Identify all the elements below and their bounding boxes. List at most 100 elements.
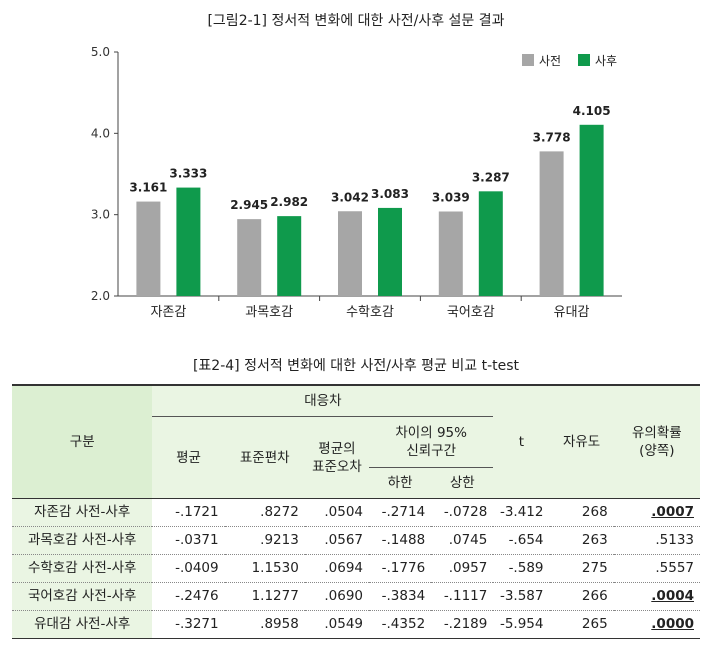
cell-se: .0690 <box>304 582 369 611</box>
header-t: t <box>493 384 550 499</box>
significant-p: .0004 <box>651 588 694 604</box>
bar-pre <box>539 151 564 296</box>
cell-lower: -.4352 <box>369 610 432 639</box>
row-label: 자존감 사전-사후 <box>12 498 153 527</box>
header-se-line1: 평균의 <box>318 440 356 457</box>
bar-post <box>176 187 201 296</box>
header-paired-diff: 대응차 <box>152 384 494 417</box>
data-label: 3.042 <box>331 190 369 204</box>
header-se-line2: 표준오차 <box>312 458 362 475</box>
data-label: 3.039 <box>432 190 470 204</box>
cell-sd: .8272 <box>224 498 305 527</box>
table-row: 수학호감 사전-사후 -.0409 1.1530 .0694 -.1776 .0… <box>12 554 700 583</box>
header-sig: 유의확률 (양쪽) <box>613 384 700 499</box>
legend-label: 사후 <box>595 54 617 68</box>
cell-se: .0567 <box>304 526 369 555</box>
cell-p: .0000 <box>613 610 700 639</box>
cell-p: .0007 <box>613 498 700 527</box>
y-tick-label: 2.0 <box>91 289 110 303</box>
data-label: 3.083 <box>371 187 409 201</box>
data-label: 3.161 <box>129 181 167 195</box>
cell-mean: -.3271 <box>152 610 225 639</box>
header-ci-line1: 차이의 95% <box>395 425 467 441</box>
cell-upper: -.2189 <box>431 610 494 639</box>
cell-t: -.654 <box>493 526 550 555</box>
bar-post <box>579 124 604 296</box>
cell-mean: -.0371 <box>152 526 225 555</box>
cell-t: -3.412 <box>493 498 550 527</box>
cell-lower: -.3834 <box>369 582 432 611</box>
category-label: 자존감 <box>150 305 186 320</box>
header-se: 평균의 표준오차 <box>304 416 369 499</box>
category-label: 국어호감 <box>447 305 495 320</box>
row-label: 과목호감 사전-사후 <box>12 526 153 555</box>
cell-mean: -.1721 <box>152 498 225 527</box>
cell-p: .5557 <box>613 554 700 583</box>
row-label: 유대감 사전-사후 <box>12 610 153 639</box>
category-label: 수학호감 <box>346 305 394 320</box>
legend-swatch <box>578 54 590 66</box>
cell-t: -3.587 <box>493 582 550 611</box>
cell-mean: -.2476 <box>152 582 225 611</box>
cell-se: .0504 <box>304 498 369 527</box>
cell-upper: -.1117 <box>431 582 494 611</box>
significant-p: .0000 <box>651 616 694 632</box>
table-row: 과목호감 사전-사후 -.0371 .9213 .0567 -.1488 .07… <box>12 526 700 555</box>
bar-pre <box>338 211 362 296</box>
row-label: 수학호감 사전-사후 <box>12 554 153 583</box>
bar-pre <box>237 219 262 296</box>
cell-sd: 1.1277 <box>224 582 305 611</box>
cell-sd: .8958 <box>224 610 305 639</box>
bar-post <box>378 207 402 296</box>
category-label: 과목호감 <box>245 305 293 320</box>
data-label: 4.105 <box>573 104 611 118</box>
header-df: 자유도 <box>549 384 614 499</box>
ttest-table: 구분 대응차 t 자유도 유의확률 (양쪽) 평균 표준편차 평균의 표준오차 … <box>12 384 700 639</box>
header-ci-line2: 신뢰구간 <box>406 443 457 459</box>
legend-swatch <box>522 54 534 66</box>
cell-df: 266 <box>549 582 614 611</box>
cell-upper: .0957 <box>431 554 494 583</box>
cell-df: 263 <box>549 526 614 555</box>
table-row: 자존감 사전-사후 -.1721 .8272 .0504 -.2714 -.07… <box>12 498 700 527</box>
legend-label: 사전 <box>539 54 561 68</box>
cell-df: 265 <box>549 610 614 639</box>
y-tick-label: 4.0 <box>91 126 110 140</box>
cell-lower: -.1488 <box>369 526 432 555</box>
data-label: 3.778 <box>533 130 571 144</box>
cell-p: .0004 <box>613 582 700 611</box>
significant-p: .0007 <box>651 504 694 520</box>
bar-post <box>277 216 302 296</box>
header-mean: 평균 <box>152 416 225 499</box>
table-row: 국어호감 사전-사후 -.2476 1.1277 .0690 -.3834 -.… <box>12 582 700 611</box>
figure-title: [그림2-1] 정서적 변화에 대한 사전/사후 설문 결과 <box>207 13 505 29</box>
data-label: 2.945 <box>230 198 268 212</box>
cell-upper: .0745 <box>431 526 494 555</box>
y-tick-label: 3.0 <box>91 208 110 222</box>
row-label: 국어호감 사전-사후 <box>12 582 153 611</box>
header-sd: 표준편차 <box>224 416 305 499</box>
bar-pre <box>438 211 463 296</box>
header-lower: 하한 <box>369 467 432 499</box>
table-row: 유대감 사전-사후 -.3271 .8958 .0549 -.4352 -.21… <box>12 610 700 639</box>
header-upper: 상한 <box>431 467 494 499</box>
bar-pre <box>136 201 161 296</box>
cell-sd: .9213 <box>224 526 305 555</box>
cell-t: -.589 <box>493 554 550 583</box>
cell-t: -5.954 <box>493 610 550 639</box>
header-sig-line2: (양쪽) <box>639 443 675 459</box>
cell-se: .0694 <box>304 554 369 583</box>
cell-se: .0549 <box>304 610 369 639</box>
data-label: 3.333 <box>169 167 207 181</box>
cell-df: 275 <box>549 554 614 583</box>
header-gubun: 구분 <box>12 384 153 499</box>
table-title: [표2-4] 정서적 변화에 대한 사전/사후 평균 비교 t-test <box>192 358 520 374</box>
y-tick-label: 5.0 <box>91 45 110 59</box>
cell-lower: -.1776 <box>369 554 432 583</box>
header-sig-line1: 유의확률 <box>631 425 682 441</box>
cell-upper: -.0728 <box>431 498 494 527</box>
cell-p: .5133 <box>613 526 700 555</box>
cell-lower: -.2714 <box>369 498 432 527</box>
header-ci: 차이의 95% 신뢰구간 <box>369 416 494 468</box>
